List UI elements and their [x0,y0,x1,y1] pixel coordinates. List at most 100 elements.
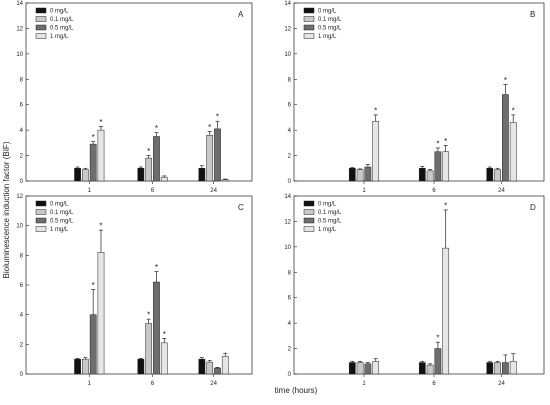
significance-star: * [99,118,102,127]
y-tick-label: 10 [16,52,23,58]
significance-star: * [504,76,507,85]
y-tick-label: 8 [20,253,24,259]
legend-swatch [35,200,47,207]
bar [434,151,442,182]
significance-star: * [444,201,447,210]
bar [418,168,426,182]
bar [97,252,105,375]
bar [348,362,356,375]
significance-star: * [163,330,166,339]
y-tick-label: 6 [288,296,292,302]
x-tick-label: 24 [498,188,505,194]
y-tick-label: 10 [16,224,23,230]
bar [153,136,160,182]
x-tick-label: 6 [151,381,155,387]
panel-letter: C [238,203,244,212]
significance-star: * [92,133,95,142]
x-tick-label: 24 [498,381,505,387]
bar [356,169,364,182]
significance-star: * [374,106,377,115]
significance-star: * [155,263,158,272]
bar [82,169,89,182]
legend-swatch [35,24,47,31]
legend-label: 0.5 mg/L [318,219,342,225]
bar [206,361,214,375]
x-tick-label: 6 [432,188,436,194]
y-tick-label: 10 [284,245,291,251]
legend-swatch [303,217,315,224]
legend-swatch [303,16,315,22]
x-tick-label: 6 [432,381,436,387]
bar [426,170,434,182]
bar [372,120,380,182]
bar [89,314,97,375]
significance-star: * [208,123,211,132]
y-tick-label: 8 [288,77,292,83]
bar [89,143,97,182]
legend-label: 0.1 mg/L [318,210,342,216]
y-tick-label: 4 [288,128,292,134]
legend-label: 0.5 mg/L [318,26,342,32]
y-tick-label: 0 [20,179,24,185]
bar [502,94,509,182]
legend-swatch [303,33,315,39]
bar [426,364,434,375]
panel-letter: A [238,10,244,19]
bar [348,168,356,182]
y-tick-label: 12 [284,219,291,225]
significance-star: * [92,281,95,290]
y-axis-title: Bioluminescence induction factor (BIF) [2,141,11,278]
bar [372,361,380,375]
legend-swatch [303,226,315,232]
legend-label: 0 mg/L [50,9,69,15]
significance-star: * [436,334,439,343]
legend-label: 1 mg/L [318,34,337,40]
bar [74,168,81,182]
bar [145,157,153,182]
legend-swatch [35,7,47,14]
x-tick-label: 1 [88,188,92,194]
x-tick-label: 24 [210,381,217,387]
legend-swatch [303,200,315,207]
bar [206,134,214,182]
y-tick-label: 6 [20,283,24,289]
panel-letter: D [530,203,536,212]
y-tick-label: 12 [16,26,23,32]
significance-star: * [512,106,515,115]
y-tick-label: 14 [284,194,291,200]
x-tick-label: 24 [210,188,217,194]
bar [137,358,145,375]
y-tick-label: 0 [288,372,292,378]
bar [509,122,517,182]
bar [434,348,442,375]
significance-star: * [216,113,219,122]
significance-star: * [155,124,158,133]
y-tick-label: 4 [20,313,24,319]
y-tick-label: 8 [288,270,292,276]
legend-label: 0 mg/L [50,202,69,208]
y-tick-label: 0 [20,372,24,378]
y-tick-label: 4 [288,321,292,327]
y-tick-label: 12 [16,194,23,200]
panel-letter: B [530,10,535,19]
bar [494,169,501,182]
y-tick-label: 10 [284,52,291,58]
bar [214,128,221,182]
bar [418,362,426,375]
bar [364,363,372,375]
significance-star: * [436,139,439,148]
y-tick-label: 6 [288,103,292,109]
significance-star: * [99,222,102,231]
legend-swatch [303,7,315,14]
x-tick-label: 1 [362,188,366,194]
bar [198,358,206,375]
legend-swatch [35,226,47,232]
x-tick-label: 6 [151,188,155,194]
legend-label: 1 mg/L [50,34,69,40]
y-tick-label: 2 [20,154,24,160]
